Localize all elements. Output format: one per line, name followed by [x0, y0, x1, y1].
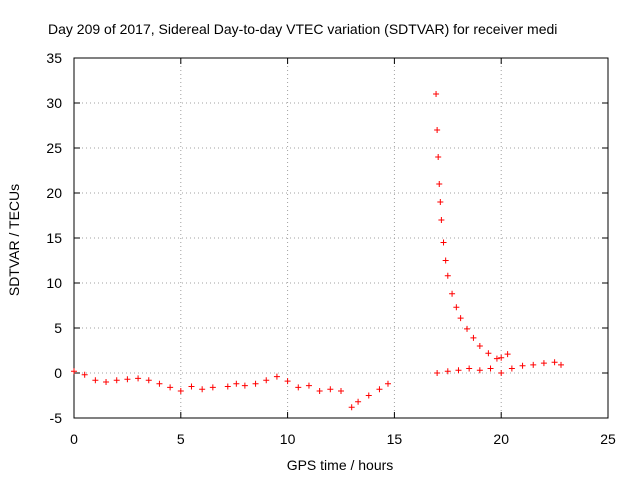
y-tick-label: 30	[46, 95, 62, 111]
data-point	[470, 334, 477, 341]
tick-labels: 0 5 10 15 20 25 -5 0 5 10 15 20 25 30 35	[46, 50, 616, 447]
data-point	[453, 304, 460, 311]
data-point	[449, 290, 456, 297]
x-tick-label: 10	[280, 431, 296, 447]
y-axis-label: SDTVAR / TECUs	[6, 184, 22, 296]
data-point	[384, 380, 391, 387]
data-point	[551, 359, 558, 366]
data-point	[433, 91, 440, 97]
data-point	[295, 384, 302, 391]
data-point	[519, 362, 526, 369]
y-tick-label: -5	[50, 410, 63, 426]
x-tick-label: 20	[493, 431, 509, 447]
data-point	[455, 367, 462, 374]
data-point	[464, 325, 471, 332]
data-point	[440, 239, 447, 246]
data-point	[156, 380, 163, 387]
data-point	[103, 379, 110, 385]
data-point	[493, 355, 500, 362]
data-point	[188, 383, 195, 390]
data-point	[113, 377, 120, 384]
data-point	[327, 386, 334, 393]
data-point	[365, 392, 372, 399]
data-point	[209, 384, 216, 391]
data-point	[135, 375, 142, 382]
data-point	[71, 368, 77, 375]
data-point	[263, 377, 270, 384]
data-point	[233, 380, 240, 387]
data-point	[177, 388, 184, 394]
data-point	[305, 382, 312, 389]
data-point	[438, 217, 445, 223]
y-tick-label: 15	[46, 230, 62, 246]
data-point	[273, 373, 280, 380]
data-point	[284, 378, 291, 385]
data-point	[92, 377, 99, 384]
y-tick-label: 10	[46, 275, 62, 291]
data-point	[530, 361, 537, 368]
data-point	[434, 127, 441, 133]
x-axis-label: GPS time / hours	[287, 457, 394, 473]
data-point	[145, 377, 152, 384]
data-point	[316, 388, 323, 394]
data-point	[436, 181, 443, 187]
data-point	[435, 154, 442, 160]
data-point	[81, 371, 88, 378]
y-tick-label: 5	[54, 320, 62, 336]
data-point	[167, 384, 174, 391]
x-tick-label: 0	[70, 431, 78, 447]
data-point	[224, 383, 231, 390]
data-point	[241, 382, 248, 389]
grid-lines	[74, 58, 608, 418]
data-point	[476, 367, 483, 374]
data-point	[355, 398, 362, 405]
data-point	[466, 365, 473, 372]
data-point	[338, 388, 344, 394]
chart-title: Day 209 of 2017, Sidereal Day-to-day VTE…	[48, 21, 557, 37]
data-point	[124, 376, 131, 383]
data-point	[476, 343, 483, 349]
data-point	[348, 404, 355, 411]
x-tick-label: 5	[177, 431, 185, 447]
data-point	[540, 360, 547, 367]
data-point	[437, 199, 444, 205]
y-tick-label: 0	[54, 365, 62, 381]
data-point	[434, 370, 441, 376]
data-point	[252, 380, 259, 387]
data-point	[444, 368, 451, 375]
x-tick-label: 15	[387, 431, 403, 447]
data-point	[498, 354, 505, 361]
data-point	[508, 365, 515, 372]
data-point	[442, 257, 449, 264]
data-point	[444, 272, 451, 279]
data-point	[376, 386, 383, 393]
y-tick-label: 20	[46, 185, 62, 201]
data-point	[199, 386, 206, 393]
data-point	[558, 361, 565, 368]
data-point	[457, 315, 464, 322]
axis-ticks	[73, 57, 609, 419]
y-tick-label: 25	[46, 140, 62, 156]
data-point	[487, 365, 494, 372]
data-point	[485, 350, 492, 357]
data-point	[504, 351, 511, 358]
data-points	[71, 91, 565, 411]
y-tick-label: 35	[46, 50, 62, 66]
data-point	[498, 370, 505, 376]
x-tick-label: 25	[600, 431, 616, 447]
